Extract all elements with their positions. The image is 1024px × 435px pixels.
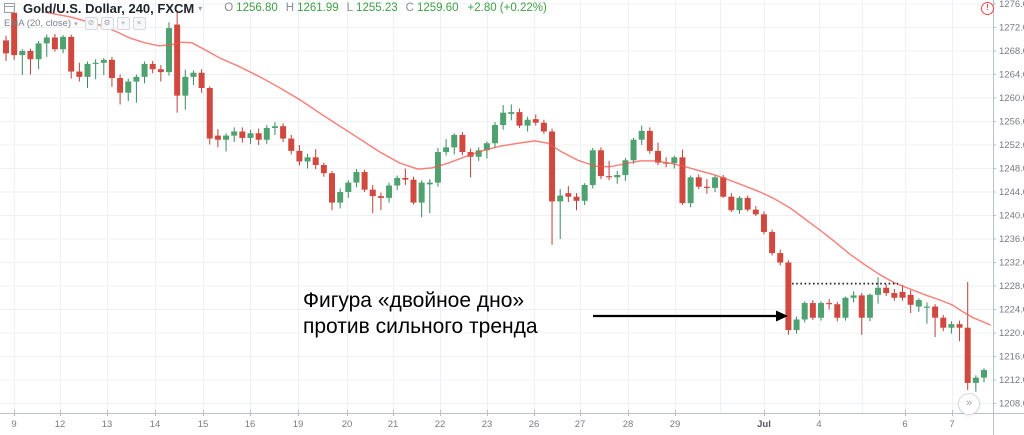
symbol-title[interactable]: Gold/U.S. Dollar, 240, FXCM [23, 0, 195, 16]
time-axis-label: 14 [150, 419, 161, 430]
time-axis-label: 16 [245, 419, 256, 430]
time-axis-label: 6 [902, 419, 907, 430]
time-axis[interactable]: 9 12 13 14 15 16 19 20 21 22 23 26 27 28 29 Jul 4 6 7 [11, 410, 955, 430]
time-axis-label: 27 [575, 419, 586, 430]
price-axis-label: 1244.00 [999, 187, 1024, 198]
change-value: +2.80 (+0.22%) [467, 2, 547, 14]
annotation-text[interactable]: Фигура «двойное дно» против сильного тре… [303, 288, 538, 340]
price-axis-label: 1276.00 [999, 0, 1024, 10]
price-axis-label: 1256.00 [999, 117, 1024, 128]
ema-add-icon[interactable]: + [116, 17, 130, 30]
pane-window-icon[interactable] [4, 3, 15, 13]
high-value: 1261.99 [297, 2, 339, 14]
ema-delete-icon[interactable]: × [132, 17, 146, 30]
price-axis[interactable]: 1276.00 1272.00 1268.00 1264.00 1260.00 1256.… [993, 0, 1024, 410]
price-axis-label: 1232.00 [999, 258, 1024, 269]
time-axis-label: 20 [342, 419, 353, 430]
time-axis-label: 26 [529, 419, 540, 430]
ema-hide-icon[interactable]: ⊘ [84, 17, 98, 30]
open-label: O [224, 2, 234, 14]
time-axis-label: 12 [55, 419, 66, 430]
trend-arrow-drawing[interactable] [593, 310, 788, 322]
time-axis-label: 22 [435, 419, 446, 430]
candlestick-series [3, 8, 987, 392]
low-value: 1255.23 [356, 2, 398, 14]
ohlc-readout: O 1256.80 H 1261.99 L 1255.23 C 1259.60 +2.8… [216, 2, 547, 14]
chart-grid [0, 0, 993, 413]
price-axis-label: 1268.00 [999, 46, 1024, 57]
alert-warning-icon[interactable]: ! [981, 2, 994, 15]
high-label: H [285, 2, 295, 14]
price-axis-label: 1236.00 [999, 234, 1024, 245]
price-axis-label: 1212.00 [999, 375, 1024, 386]
price-axis-label: 1208.00 [999, 399, 1024, 410]
price-axis-label: 1240.00 [999, 211, 1024, 222]
price-axis-label: 1260.00 [999, 93, 1024, 104]
goto-realtime-button[interactable]: » [958, 393, 980, 415]
price-axis-label: 1264.00 [999, 70, 1024, 81]
time-axis-label: 15 [198, 419, 209, 430]
price-axis-label: 1228.00 [999, 281, 1024, 292]
ema-settings-icon[interactable]: ⚙ [100, 17, 114, 30]
legend-indicator-row: EMA (20, close) ▾ ⊘ ⚙ + × [4, 17, 547, 30]
time-axis-label: Jul [757, 419, 771, 430]
time-axis-label: 13 [102, 419, 113, 430]
close-label: C [405, 2, 414, 14]
price-axis-label: 1220.00 [999, 328, 1024, 339]
time-axis-label: 9 [11, 419, 16, 430]
time-axis-label: 21 [388, 419, 399, 430]
ema-dropdown-caret-icon[interactable]: ▾ [74, 20, 78, 28]
price-axis-label: 1252.00 [999, 140, 1024, 151]
price-axis-label: 1224.00 [999, 305, 1024, 316]
low-label: L [346, 2, 354, 14]
ema-line [44, 11, 991, 326]
time-axis-label: 28 [623, 419, 634, 430]
open-value: 1256.80 [236, 2, 278, 14]
legend: Gold/U.S. Dollar, 240, FXCM ▾ O 1256.80 H… [4, 0, 547, 30]
annotation-line-1: Фигура «двойное дно» [303, 289, 525, 312]
legend-symbol-row: Gold/U.S. Dollar, 240, FXCM ▾ O 1256.80 H… [4, 0, 547, 16]
price-axis-label: 1272.00 [999, 23, 1024, 34]
price-axis-label: 1248.00 [999, 164, 1024, 175]
time-axis-label: 4 [816, 419, 821, 430]
time-axis-label: 19 [293, 419, 304, 430]
close-value: 1259.60 [416, 2, 459, 14]
ema-indicator-label[interactable]: EMA (20, close) [4, 18, 72, 29]
price-axis-label: 1216.00 [999, 352, 1024, 363]
time-axis-label: 7 [949, 419, 954, 430]
symbol-dropdown-caret-icon[interactable]: ▾ [198, 3, 203, 13]
time-axis-label: 29 [670, 419, 681, 430]
annotation-line-2: против сильного тренда [303, 315, 538, 338]
time-axis-label: 23 [482, 419, 493, 430]
